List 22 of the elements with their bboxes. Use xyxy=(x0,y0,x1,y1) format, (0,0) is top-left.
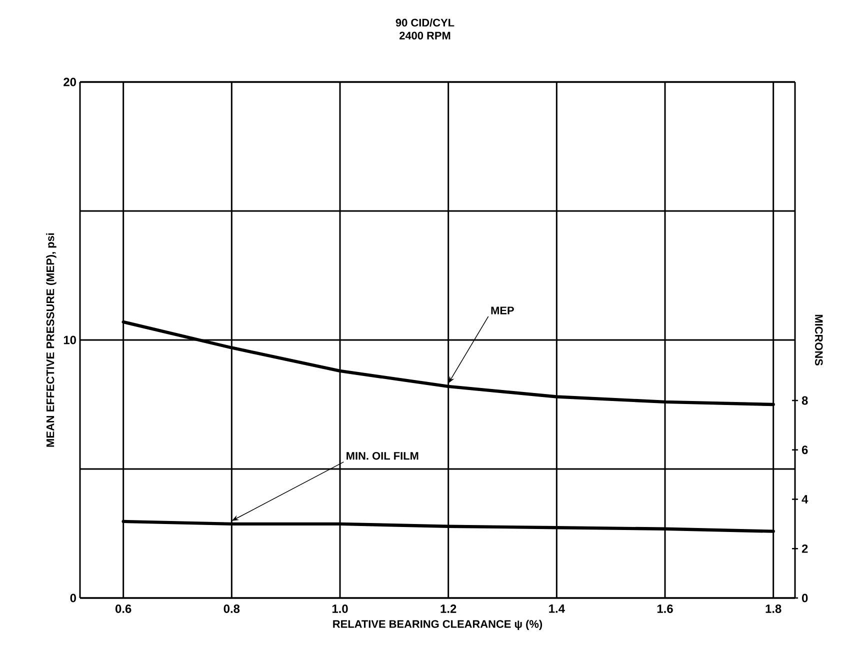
y-axis-title: MEAN EFFECTIVE PRESSURE (MEP), psi xyxy=(46,233,56,447)
y-tick-label: 20 xyxy=(64,78,76,86)
y2-axis-title: MICRONS xyxy=(815,314,823,366)
x-tick-label: 1.8 xyxy=(766,604,782,613)
x-axis-title: RELATIVE BEARING CLEARANCE ψ (%) xyxy=(333,620,542,630)
chart-subtitle: 2400 RPM xyxy=(399,32,450,40)
text: MIN. OIL FILM xyxy=(346,452,418,460)
y2-tick-label: 6 xyxy=(802,446,808,454)
y2-tick-label: 2 xyxy=(802,544,808,553)
x-tick-label: 1.0 xyxy=(332,604,348,613)
y2-tick-label: 8 xyxy=(802,396,808,405)
y2-tick-label: 4 xyxy=(802,495,808,504)
y-tick-label: 10 xyxy=(64,336,76,344)
y-tick-label: 0 xyxy=(70,594,76,602)
x-tick-label: 0.8 xyxy=(224,604,240,613)
y2-tick-label: 0 xyxy=(802,594,808,602)
chart-title: 90 CID/CYL xyxy=(396,18,454,27)
x-tick-label: 1.4 xyxy=(549,604,565,613)
x-tick-label: 1.6 xyxy=(657,604,673,613)
text: MEP xyxy=(491,306,514,314)
x-tick-label: 1.2 xyxy=(440,604,456,613)
x-tick-label: 0.6 xyxy=(115,604,132,613)
